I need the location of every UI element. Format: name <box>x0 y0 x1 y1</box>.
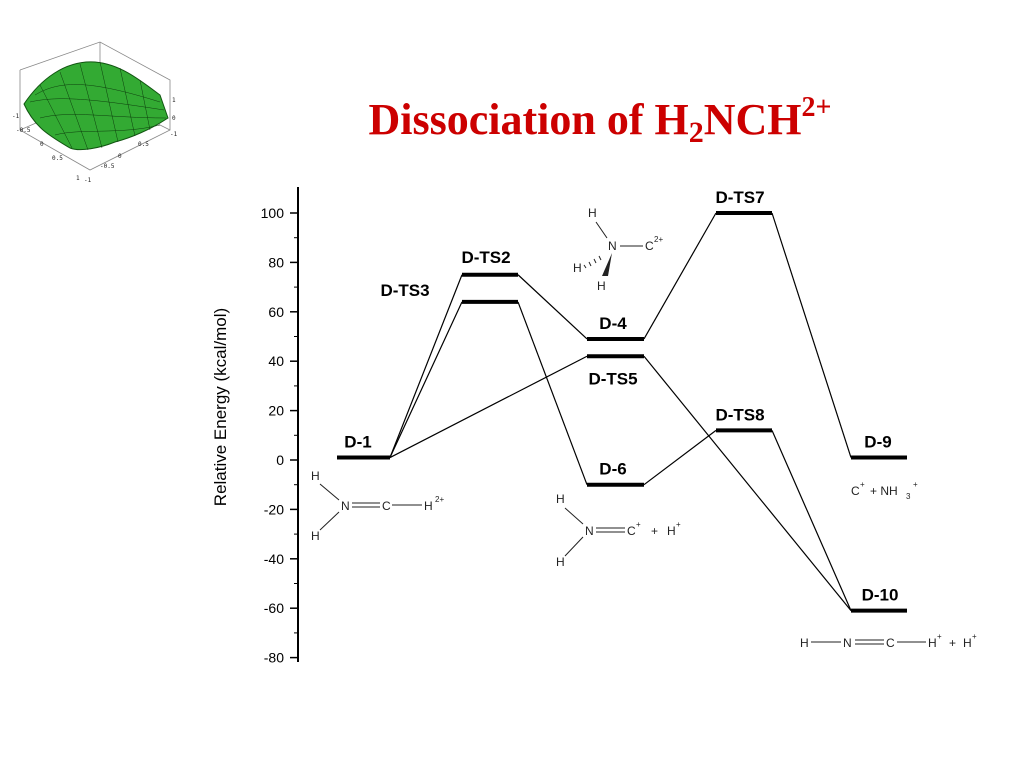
y-tick-label: 20 <box>268 403 284 419</box>
logo-tick: -0.5 <box>16 127 31 134</box>
energy-level-label: D-TS7 <box>715 188 764 207</box>
connection-line <box>389 301 463 458</box>
connection-line <box>517 301 588 485</box>
energy-level-label: D-TS3 <box>380 281 429 300</box>
energy-level-label: D-4 <box>599 314 627 333</box>
energy-level-label: D-6 <box>599 460 626 479</box>
energy-levels <box>337 211 907 613</box>
logo-tick: -1 <box>12 113 20 120</box>
charge-label: + <box>676 520 681 529</box>
y-tick-label: 40 <box>268 353 284 369</box>
atom-label: H <box>311 529 320 543</box>
atom-label: H <box>311 469 320 483</box>
logo-tick: 0 <box>118 153 122 160</box>
atom-label: H <box>597 279 606 293</box>
atom-label: H <box>928 636 937 650</box>
atom-label: C <box>382 499 391 513</box>
atom-label: H <box>667 524 676 538</box>
y-tick-label: 100 <box>261 205 285 221</box>
charge-label: + <box>636 520 641 529</box>
connection-lines <box>389 212 852 612</box>
connection-line <box>771 212 852 458</box>
surface-plot-logo-icon: -1 -0.5 0 0.5 1 0.5 0 -0.5 -1 1 0 -1 <box>12 41 178 184</box>
connection-line <box>389 355 588 459</box>
y-tick-label: 60 <box>268 304 284 320</box>
logo-tick: -1 <box>84 177 92 184</box>
title-prefix: Dissociation of H <box>368 95 689 144</box>
atom-label: H <box>800 636 809 650</box>
atom-label: H <box>556 555 565 569</box>
energy-level-label: D-10 <box>862 586 899 605</box>
atom-label: N <box>843 636 852 650</box>
y-tick-label: -40 <box>264 551 284 567</box>
plus-sign: + <box>949 636 956 650</box>
connection-line <box>643 355 852 612</box>
logo-tick: -0.5 <box>100 163 115 170</box>
charge-label: 2+ <box>654 235 663 244</box>
charge-label: + <box>913 480 918 489</box>
charge-label: + <box>860 480 865 489</box>
product-label: + NH <box>870 484 898 498</box>
energy-level-label: D-1 <box>344 433 371 452</box>
atom-label: H <box>963 636 972 650</box>
atom-label: H <box>573 261 582 275</box>
logo-tick: 1 <box>172 97 176 104</box>
y-tick-label: -80 <box>264 650 284 666</box>
title-mid: NCH <box>703 95 802 144</box>
y-tick-label: 80 <box>268 254 284 270</box>
connection-line <box>389 274 463 458</box>
energy-level-label: D-TS8 <box>715 405 764 424</box>
structure-d6: H H N C + + H + <box>556 492 681 569</box>
slide-title: Dissociation of H2NCH2+ <box>300 68 900 149</box>
atom-label: N <box>585 524 594 538</box>
structure-d9: C + + NH 3 + <box>851 480 918 501</box>
atom-label: C <box>645 239 654 253</box>
title-superscript: 2+ <box>801 92 832 123</box>
connection-line <box>643 212 717 340</box>
y-tick-label: -20 <box>264 501 284 517</box>
logo-tick: 0.5 <box>138 141 149 148</box>
connection-line <box>643 429 717 486</box>
structure-d1: H H N C H 2+ <box>311 469 444 543</box>
atom-label: C <box>886 636 895 650</box>
subscript-label: 3 <box>906 492 911 501</box>
atom-label: H <box>588 206 597 220</box>
logo-tick: 0.5 <box>52 155 63 162</box>
charge-label: 2+ <box>435 495 444 504</box>
y-axis-ticks: 100 80 60 40 20 0 -20 -40 -60 -80 <box>261 205 298 666</box>
energy-level-label: D-TS2 <box>461 248 510 267</box>
charge-label: + <box>972 632 977 641</box>
atom-label: N <box>341 499 350 513</box>
plus-sign: + <box>651 524 658 538</box>
atom-label: H <box>556 492 565 506</box>
connection-line <box>771 430 852 611</box>
energy-level-label: D-9 <box>864 433 891 452</box>
connection-line <box>517 274 588 340</box>
energy-level-label: D-TS5 <box>588 369 637 388</box>
atom-label: H <box>424 499 433 513</box>
logo-tick: -1 <box>170 131 178 138</box>
y-tick-label: -60 <box>264 600 284 616</box>
charge-label: + <box>937 632 942 641</box>
atom-label: N <box>608 239 617 253</box>
title-subscript: 2 <box>688 116 704 149</box>
y-axis-label: Relative Energy (kcal/mol) <box>211 308 230 506</box>
level-labels: D-1 D-TS3 D-TS2 D-4 D-TS5 D-6 D-TS7 D-TS8 D-9 D-1… <box>344 188 898 605</box>
atom-label: C <box>627 524 636 538</box>
structure-dts7: H N H H C 2+ <box>573 206 663 293</box>
logo-tick: 0 <box>172 115 176 122</box>
atom-label: C <box>851 484 860 498</box>
y-tick-label: 0 <box>276 452 284 468</box>
logo-tick: 1 <box>76 175 80 182</box>
structure-d10: H N C H + + H + <box>800 632 977 650</box>
logo-tick: 0 <box>40 141 44 148</box>
